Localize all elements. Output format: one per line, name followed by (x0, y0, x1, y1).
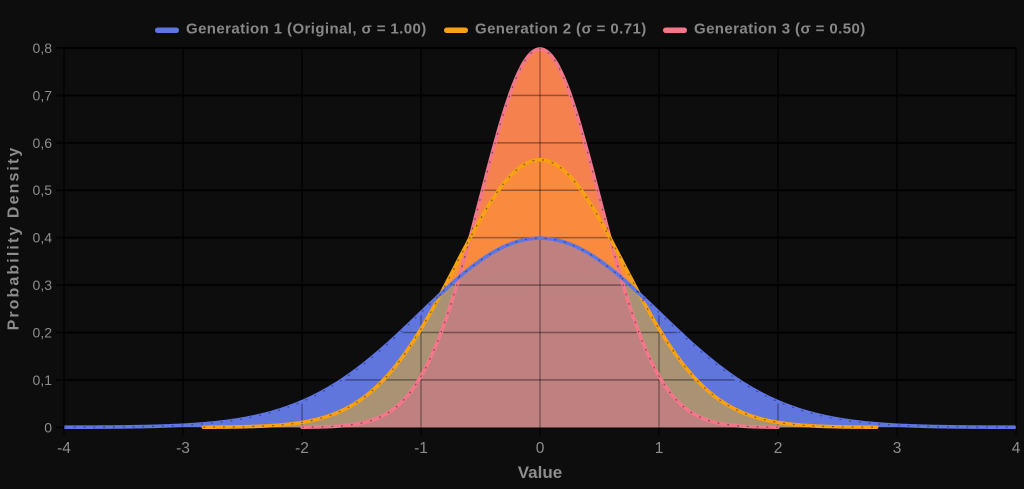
svg-text:-3: -3 (176, 440, 190, 457)
svg-text:-2: -2 (295, 440, 309, 457)
svg-text:Generation 3 (σ = 0.50): Generation 3 (σ = 0.50) (694, 21, 866, 38)
svg-text:-1: -1 (414, 440, 428, 457)
svg-text:Generation 2 (σ = 0.71): Generation 2 (σ = 0.71) (475, 21, 647, 38)
svg-text:4: 4 (1012, 440, 1021, 457)
svg-text:0: 0 (44, 419, 52, 435)
svg-text:0,5: 0,5 (33, 182, 53, 198)
svg-text:0: 0 (536, 440, 545, 457)
svg-text:Probability Density: Probability Density (6, 146, 23, 331)
svg-text:2: 2 (774, 440, 783, 457)
svg-text:-4: -4 (57, 440, 71, 457)
svg-text:0,3: 0,3 (33, 277, 53, 293)
svg-text:Generation 1 (Original, σ = 1.: Generation 1 (Original, σ = 1.00) (186, 21, 427, 38)
svg-text:3: 3 (893, 440, 902, 457)
svg-text:0,4: 0,4 (33, 230, 53, 246)
svg-text:0,7: 0,7 (33, 87, 53, 103)
svg-text:0,2: 0,2 (33, 325, 53, 341)
svg-text:Value: Value (518, 463, 562, 482)
svg-text:0,8: 0,8 (33, 40, 53, 56)
svg-text:1: 1 (655, 440, 664, 457)
svg-text:0,6: 0,6 (33, 135, 53, 151)
svg-text:0,1: 0,1 (33, 372, 53, 388)
